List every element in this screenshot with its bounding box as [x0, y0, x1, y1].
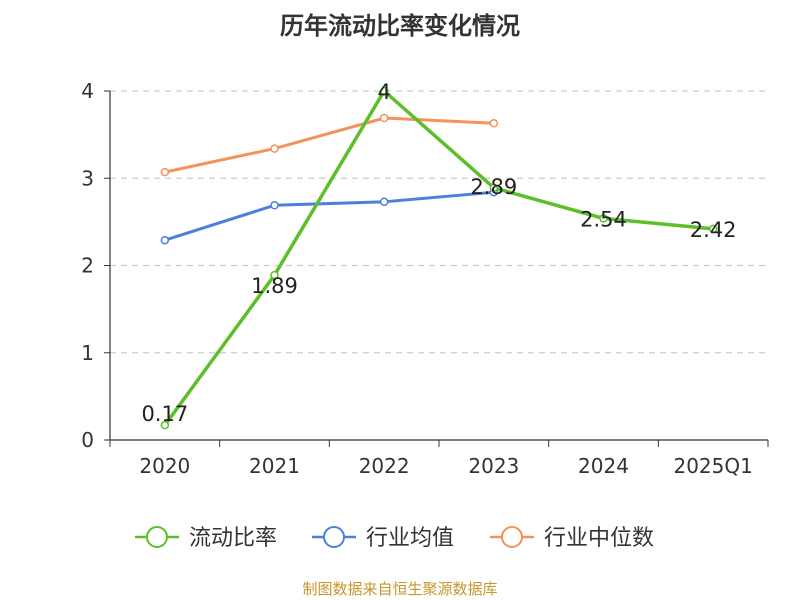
tick-labels: 0 1 2 3 4 2020 2021 2022 2023 2024 2025Q1 — [81, 79, 753, 478]
y-tick-label: 0 — [81, 428, 94, 452]
data-label: 2.54 — [580, 207, 627, 231]
data-point — [160, 235, 170, 245]
y-tick-label: 2 — [81, 254, 94, 278]
series-lines — [163, 89, 714, 427]
y-tick-label: 1 — [81, 341, 94, 365]
x-tick-label: 2023 — [468, 454, 519, 478]
data-point — [160, 167, 170, 177]
data-point — [489, 119, 499, 128]
series-line — [163, 89, 714, 427]
legend-marker — [501, 526, 523, 548]
data-label: 0.17 — [141, 402, 188, 426]
data-point — [599, 214, 608, 223]
legend-marker — [146, 526, 168, 548]
data-point — [489, 183, 499, 193]
x-tick-label: 2020 — [139, 454, 190, 478]
data-label: 1.89 — [251, 274, 298, 298]
source-note: 制图数据来自恒生聚源数据库 — [302, 580, 498, 598]
data-label: 4 — [377, 80, 390, 104]
data-point — [270, 144, 279, 153]
data-labels: 0.17 1.89 4 2.89 2.54 2.42 — [141, 80, 736, 426]
legend-label: 行业均值 — [366, 526, 454, 551]
legend-label: 行业中位数 — [544, 526, 654, 551]
legend-label: 流动比率 — [189, 526, 277, 551]
x-tick-label: 2025Q1 — [673, 454, 752, 478]
data-points — [160, 86, 718, 430]
x-tick-label: 2021 — [249, 454, 300, 478]
grid-lines — [110, 90, 768, 354]
legend: 流动比率 行业均值 行业中位数 — [135, 526, 654, 551]
data-point — [708, 224, 718, 234]
data-point — [379, 86, 389, 96]
data-point — [379, 113, 389, 123]
data-point — [160, 420, 170, 430]
x-tick-label: 2024 — [578, 454, 629, 478]
data-label: 2.42 — [690, 218, 737, 242]
axes — [104, 90, 769, 447]
y-tick-label: 3 — [81, 166, 94, 190]
data-point — [270, 270, 279, 280]
data-point — [379, 197, 389, 207]
data-point — [270, 201, 279, 210]
series-line — [164, 190, 494, 242]
x-tick-label: 2022 — [359, 454, 410, 478]
chart-title: 历年流动比率变化情况 — [280, 12, 520, 40]
y-tick-label: 4 — [81, 79, 94, 103]
data-label: 2.89 — [470, 175, 517, 199]
series-line — [164, 116, 494, 174]
legend-marker — [323, 526, 345, 548]
